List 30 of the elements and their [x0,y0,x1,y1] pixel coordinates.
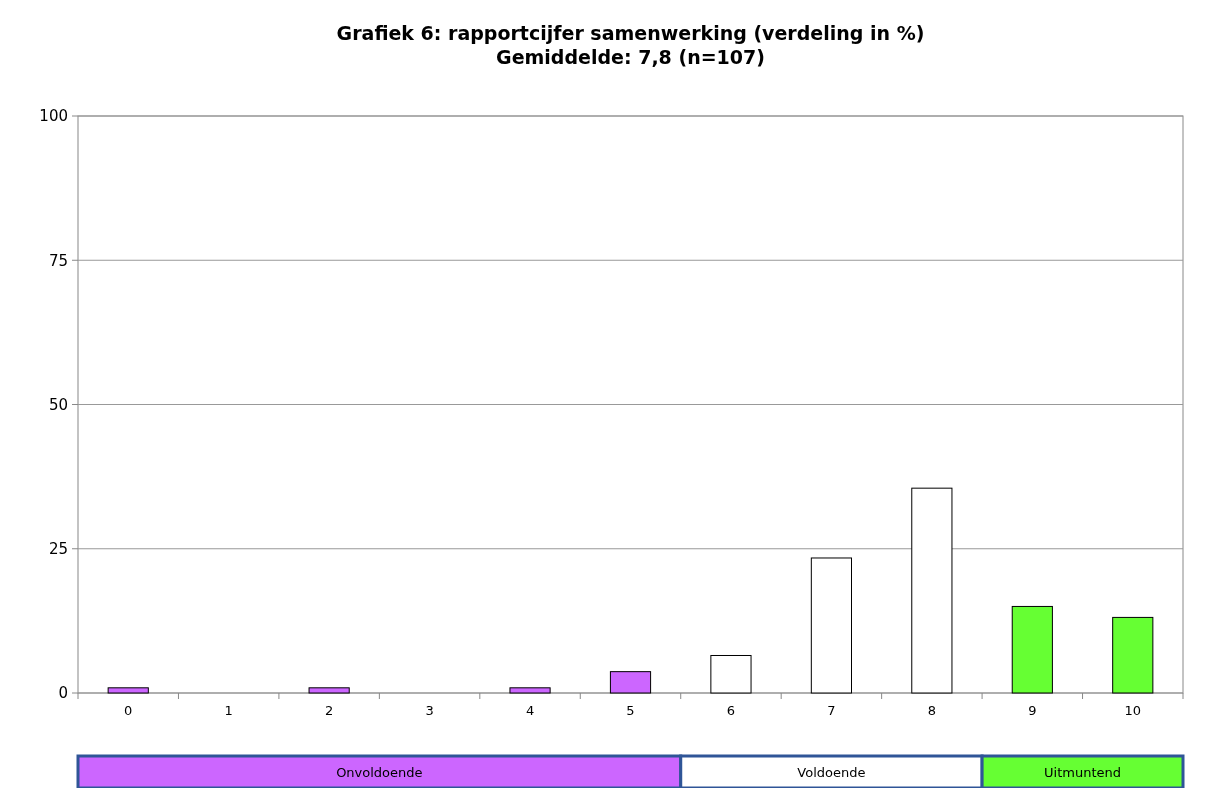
bar [911,487,953,694]
x-tick-label: 1 [224,703,233,718]
x-tick-label: 10 [1124,703,1142,718]
chart-subtitle: Gemiddelde: 7,8 (n=107) [496,46,765,68]
x-tick-label: 5 [626,703,635,718]
bar [609,671,652,694]
x-tick-label: 7 [827,703,836,718]
bar [1011,605,1053,694]
x-tick-label: 9 [1028,703,1037,718]
x-tick-label: 0 [124,703,133,718]
text: Voldoende [797,764,866,780]
bar [710,655,752,694]
chart-title: Grafiek 6: rapportcijfer samenwerking (verdeling in %) [336,22,925,44]
x-tick-label: 8 [927,703,936,718]
bar [1112,616,1154,694]
y-tick-label: 50 [48,395,68,414]
bar [810,557,852,694]
x-tick-label: 4 [525,703,535,718]
text: Uitmuntend [1044,764,1122,780]
y-tick-label: 25 [48,540,68,558]
bar [107,687,149,694]
bar [509,687,551,694]
y-tick-label: 75 [48,251,68,270]
y-tick-label: 0 [58,684,68,703]
x-tick-label: 3 [425,703,434,718]
x-tick-label: 2 [325,703,334,718]
text: Onvoldoende [336,764,423,780]
y-tick-label: 100 [39,107,68,126]
x-tick-label: 6 [726,703,736,718]
bar [308,687,350,694]
